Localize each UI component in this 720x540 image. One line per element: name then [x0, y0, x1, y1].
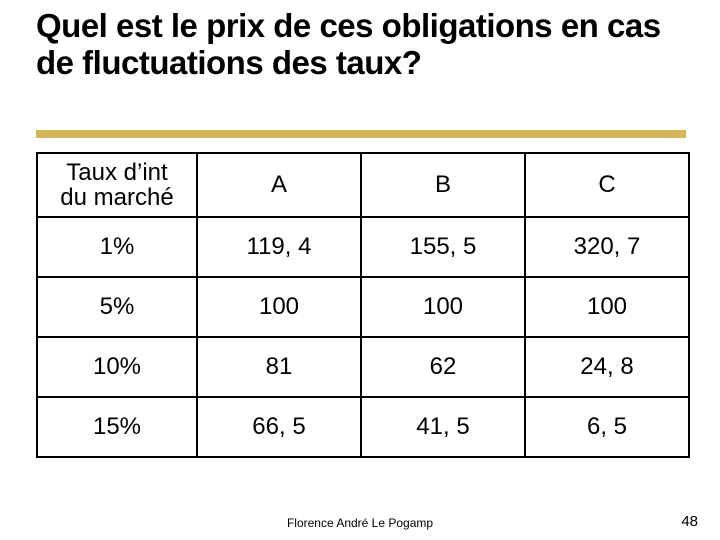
cell-rate: 10% [37, 337, 197, 397]
header-col-a: A [197, 153, 361, 217]
table-row: 10% 81 62 24, 8 [37, 337, 689, 397]
table-row: 5% 100 100 100 [37, 277, 689, 337]
cell-c: 24, 8 [525, 337, 689, 397]
cell-c: 320, 7 [525, 217, 689, 277]
table-row: 15% 66, 5 41, 5 6, 5 [37, 397, 689, 457]
price-table: Taux d’int du marché A B C 1% 119, 4 155… [36, 152, 690, 458]
header-rate-line2: du marché [38, 185, 196, 210]
header-rate-label: Taux d’int du marché [37, 153, 197, 217]
cell-a: 66, 5 [197, 397, 361, 457]
header-col-c: C [525, 153, 689, 217]
header-rate-line1: Taux d’int [38, 160, 196, 185]
slide: Quel est le prix de ces obligations en c… [0, 0, 720, 540]
cell-b: 155, 5 [361, 217, 525, 277]
cell-c: 100 [525, 277, 689, 337]
footer-page-number: 48 [681, 513, 698, 530]
table-header-row: Taux d’int du marché A B C [37, 153, 689, 217]
cell-rate: 1% [37, 217, 197, 277]
cell-a: 100 [197, 277, 361, 337]
cell-b: 62 [361, 337, 525, 397]
cell-rate: 5% [37, 277, 197, 337]
slide-title: Quel est le prix de ces obligations en c… [36, 8, 684, 82]
title-underline [36, 130, 686, 138]
cell-rate: 15% [37, 397, 197, 457]
footer-author: Florence André Le Pogamp [0, 516, 720, 530]
cell-c: 6, 5 [525, 397, 689, 457]
cell-b: 100 [361, 277, 525, 337]
cell-b: 41, 5 [361, 397, 525, 457]
cell-a: 119, 4 [197, 217, 361, 277]
table-row: 1% 119, 4 155, 5 320, 7 [37, 217, 689, 277]
header-col-b: B [361, 153, 525, 217]
cell-a: 81 [197, 337, 361, 397]
